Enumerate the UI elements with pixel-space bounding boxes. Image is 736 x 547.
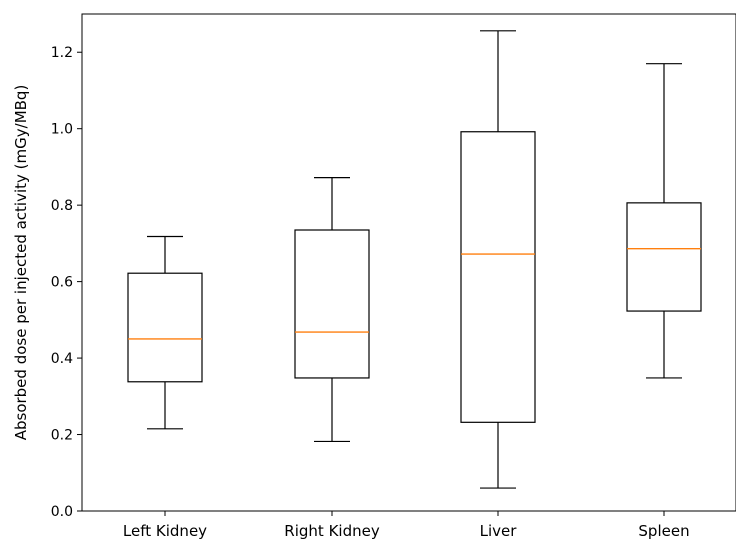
box-group: [294, 177, 370, 443]
plot-frame: [81, 13, 736, 512]
x-tick-label: Liver: [480, 522, 518, 540]
y-tick-label: 0.8: [51, 198, 73, 214]
x-tick-label: Left Kidney: [123, 522, 207, 540]
boxes-layer: [127, 30, 702, 489]
y-tick-label: 0.2: [51, 428, 73, 444]
ticks-layer: 0.0 0.2 0.4 0.6 0.8 1.0 1.2 Left Kidney Right Ki…: [51, 45, 690, 540]
y-tick-label: 0.0: [51, 504, 73, 520]
box-group: [626, 63, 702, 379]
y-tick-label: 1.0: [51, 122, 73, 138]
iqr-box: [127, 272, 203, 383]
box-group: [460, 30, 536, 489]
y-tick-label: 0.4: [51, 351, 73, 367]
iqr-box: [294, 229, 370, 379]
y-tick-label: 1.2: [51, 45, 73, 61]
box-group: [127, 235, 203, 430]
iqr-box: [460, 131, 536, 423]
axes-layer: [81, 13, 736, 512]
x-tick-label: Spleen: [638, 522, 689, 540]
y-axis-label: Absorbed dose per injected activity (mGy…: [12, 85, 30, 441]
iqr-box: [626, 202, 702, 312]
y-tick-label: 0.6: [51, 275, 73, 291]
x-tick-label: Right Kidney: [284, 522, 380, 540]
